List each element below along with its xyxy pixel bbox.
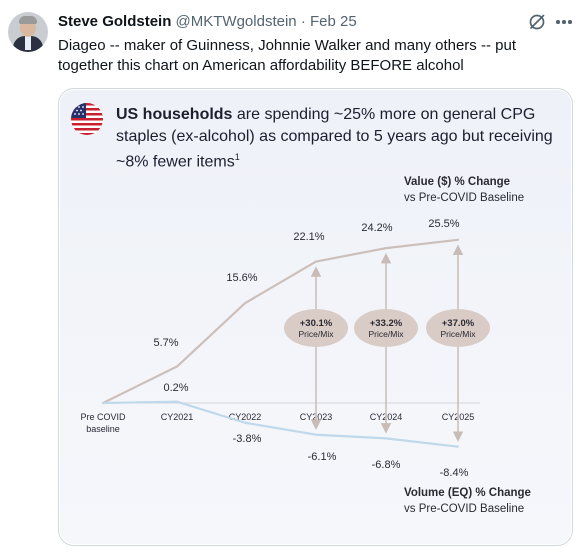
volume-series-title: Volume (EQ) % Change xyxy=(404,487,531,499)
display-name[interactable]: Steve Goldstein xyxy=(58,13,172,30)
value-data-label: 22.1% xyxy=(293,231,324,243)
volume-data-label: -8.4% xyxy=(440,467,469,479)
volume-data-label: -6.8% xyxy=(372,459,401,471)
slide-headline: US households are spending ~25% more on … xyxy=(116,104,556,173)
more-icon[interactable] xyxy=(556,20,572,24)
chart-slide: US households are spending ~25% more on … xyxy=(60,90,571,544)
affordability-chart: Pre COVIDbaselineCY2021CY2022CY2023CY202… xyxy=(80,176,531,515)
x-tick-label: CY2022 xyxy=(229,412,262,422)
volume-change-line xyxy=(101,400,460,448)
tweet-date[interactable]: Feb 25 xyxy=(309,13,357,30)
tweet-header: Steve Goldstein @MKTWgoldstein · Feb 25 xyxy=(58,12,357,32)
headline-footnote: 1 xyxy=(234,152,240,162)
x-tick-label: CY2021 xyxy=(161,412,194,422)
user-handle[interactable]: @MKTWgoldstein xyxy=(175,13,297,30)
value-change-line xyxy=(101,238,460,405)
x-tick-label: Pre COVID xyxy=(80,412,126,422)
value-series-subtitle: vs Pre-COVID Baseline xyxy=(404,192,524,204)
tweet-text: Diageo -- maker of Guinness, Johnnie Wal… xyxy=(58,37,516,74)
value-data-label: 25.5% xyxy=(428,218,459,230)
volume-data-label: -6.1% xyxy=(308,451,337,463)
price-mix-value: +30.1% xyxy=(300,318,333,329)
headline-rest: are spending ~25% more on general CPG st… xyxy=(116,106,553,171)
tweet-media-image[interactable]: US households are spending ~25% more on … xyxy=(58,88,573,546)
grok-icon[interactable] xyxy=(528,13,546,31)
value-data-label: 5.7% xyxy=(153,337,178,349)
volume-data-label: -3.8% xyxy=(233,433,262,445)
x-tick-label: baseline xyxy=(86,424,120,434)
value-data-label: 15.6% xyxy=(226,272,257,284)
avatar[interactable] xyxy=(8,12,48,52)
volume-series-subtitle: vs Pre-COVID Baseline xyxy=(404,503,524,515)
value-data-label: 24.2% xyxy=(361,222,392,234)
price-mix-label: Price/Mix xyxy=(441,329,477,339)
price-mix-value: +33.2% xyxy=(370,318,403,329)
price-mix-ellipse xyxy=(354,309,418,347)
flag-icon xyxy=(71,103,103,135)
price-mix-value: +37.0% xyxy=(442,318,475,329)
headline-strong: US households xyxy=(116,106,233,123)
avatar-hair xyxy=(19,16,37,24)
price-mix-ellipse xyxy=(426,309,490,347)
value-series-title: Value ($) % Change xyxy=(404,176,510,188)
price-mix-label: Price/Mix xyxy=(369,329,405,339)
price-mix-ellipse xyxy=(284,309,348,347)
avatar-shirt xyxy=(25,36,31,50)
volume-data-label: 0.2% xyxy=(163,382,188,394)
separator-dot: · xyxy=(300,13,306,30)
price-mix-label: Price/Mix xyxy=(299,329,335,339)
